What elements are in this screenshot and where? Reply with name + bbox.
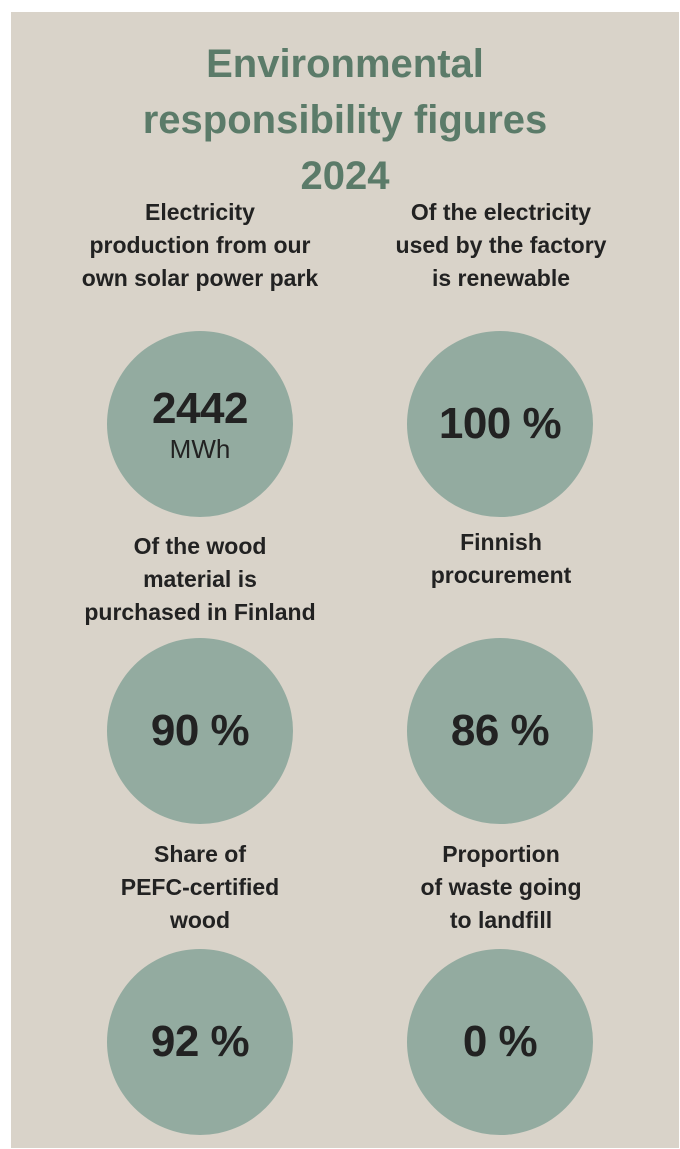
label-line: production from our [89, 232, 311, 258]
stat-value: 90 % [150, 706, 250, 755]
stat-label-solar-production: Electricity production from our own sola… [50, 196, 350, 295]
stat-value: 100 % [438, 399, 562, 448]
label-line: of waste going [420, 874, 582, 900]
stat-label-pefc-wood: Share of PEFC-certified wood [50, 838, 350, 937]
stat-label-renewable-electricity: Of the electricity used by the factory i… [351, 196, 651, 295]
title-line: responsibility figures [142, 98, 548, 142]
stat-circle-renewable-electricity: 100 % [407, 331, 593, 517]
label-line: wood [169, 907, 231, 933]
label-line: is renewable [431, 265, 571, 291]
label-line: own solar power park [81, 265, 319, 291]
stat-circle-finnish-procurement: 86 % [407, 638, 593, 824]
label-line: procurement [430, 562, 572, 588]
stat-value: 92 % [150, 1017, 250, 1066]
infographic-panel: Environmental responsibility figures 202… [11, 12, 679, 1148]
title-line: 2024 [300, 154, 390, 198]
title-line: Environmental [206, 42, 484, 86]
stat-circle-pefc-wood: 92 % [107, 949, 293, 1135]
label-line: Proportion [442, 841, 560, 867]
stat-circle-wood-finland: 90 % [107, 638, 293, 824]
label-line: to landfill [449, 907, 553, 933]
stat-label-wood-finland: Of the wood material is purchased in Fin… [50, 530, 350, 629]
label-line: Share of [153, 841, 247, 867]
stat-circle-waste-landfill: 0 % [407, 949, 593, 1135]
page-title: Environmental responsibility figures 202… [11, 36, 679, 204]
label-line: PEFC-certified [120, 874, 280, 900]
label-line: Of the electricity [410, 199, 592, 225]
stat-label-finnish-procurement: Finnish procurement [351, 526, 651, 592]
stat-value: 0 % [462, 1017, 538, 1066]
label-line: material is [143, 566, 257, 592]
label-line: Finnish [460, 529, 542, 555]
label-line: Of the wood [133, 533, 267, 559]
stat-value: 2442 [152, 384, 248, 433]
label-line: purchased in Finland [84, 599, 316, 625]
stat-circle-solar-production: 2442 MWh [107, 331, 293, 517]
stat-unit: MWh [169, 434, 231, 464]
label-line: used by the factory [395, 232, 607, 258]
label-line: Electricity [145, 199, 255, 225]
stat-label-waste-landfill: Proportion of waste going to landfill [351, 838, 651, 937]
stat-value: 86 % [450, 706, 550, 755]
